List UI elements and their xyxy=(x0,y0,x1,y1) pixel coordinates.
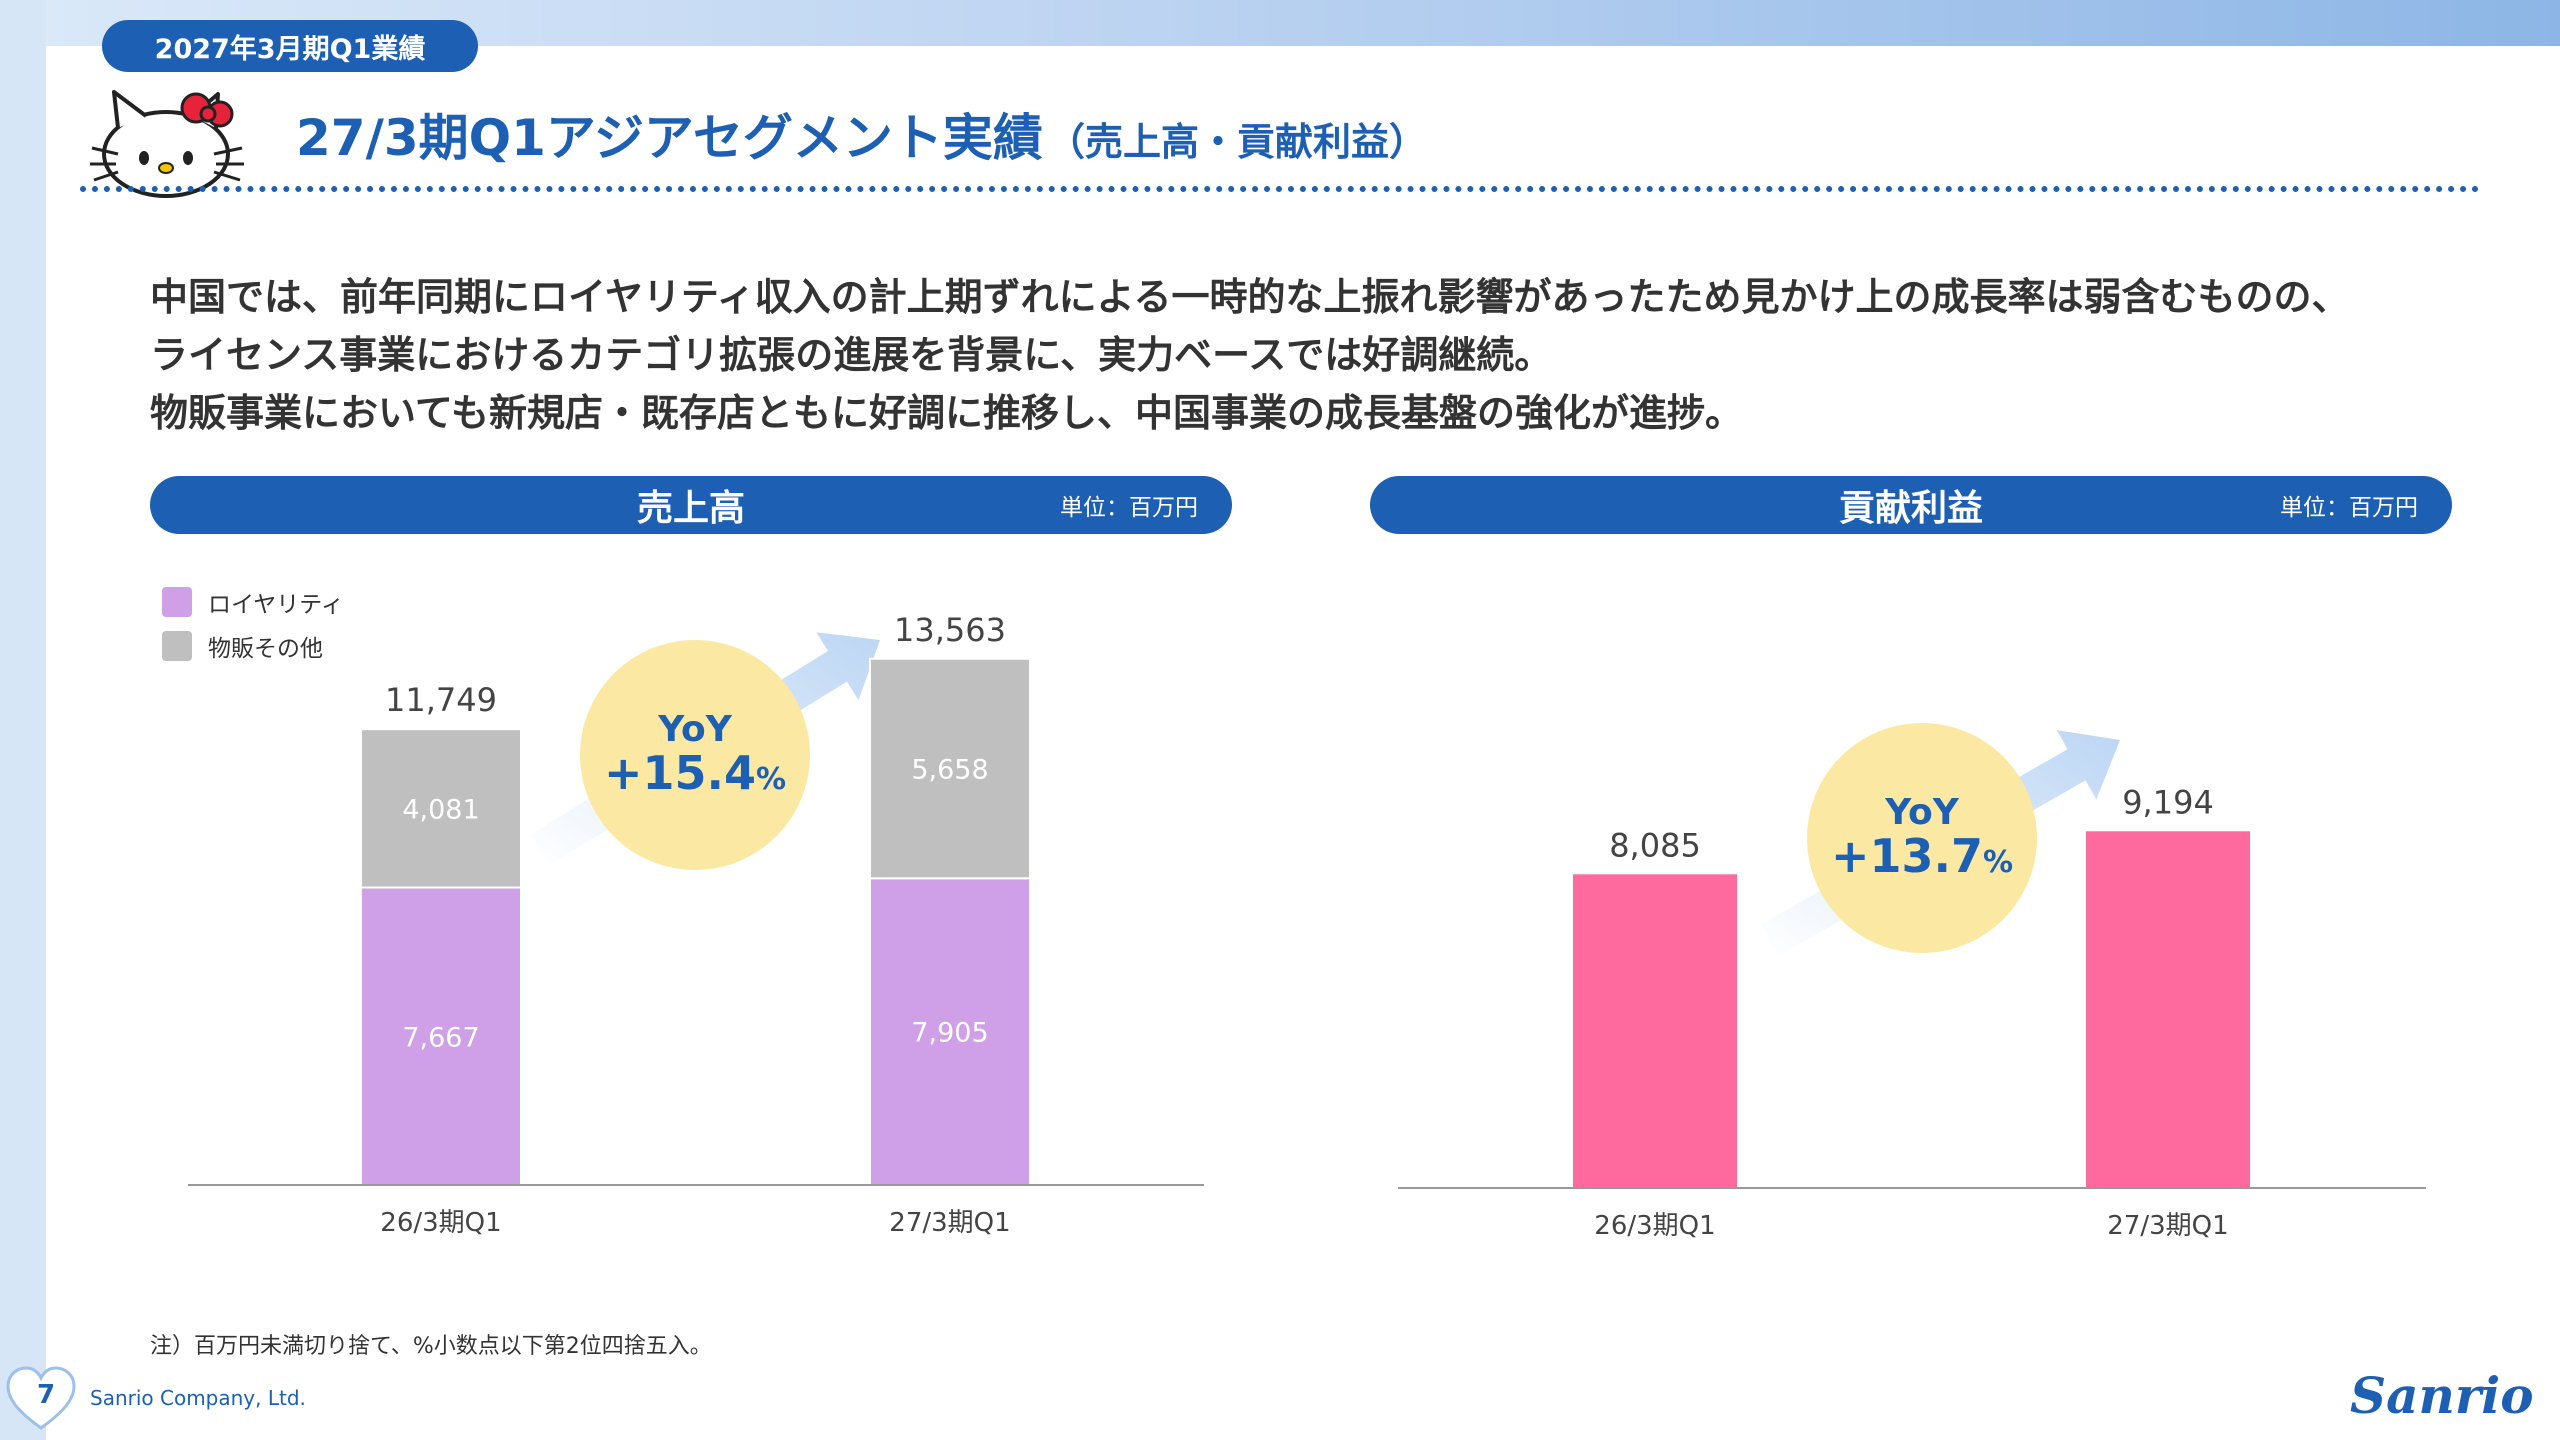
sales-legend: ロイヤリティ 物販その他 xyxy=(162,580,344,668)
legend-item-royalty: ロイヤリティ xyxy=(162,580,344,624)
sales-panel-unit: 単位：百万円 xyxy=(1060,495,1198,521)
summary-line: ライセンス事業におけるカテゴリ拡張の進展を背景に、実力ベースでは好調継続。 xyxy=(150,333,1553,377)
section-tab: 2027年3月期Q1業績 xyxy=(102,20,478,72)
profit-chart: 8,085 26/3期Q1 9,194 27/3期Q1 YoY+13.7% xyxy=(1398,723,2426,1241)
yoy-label: YoY xyxy=(1884,792,1959,833)
summary-line: 中国では、前年同期にロイヤリティ収入の計上期ずれによる一時的な上振れ影響があった… xyxy=(150,275,2350,319)
x-tick-label: 27/3期Q1 xyxy=(2107,1211,2228,1241)
yoy-badge xyxy=(580,640,810,870)
legend-swatch-merch xyxy=(162,631,192,661)
x-tick-label: 27/3期Q1 xyxy=(889,1208,1010,1238)
bar-value-label: 8,085 xyxy=(1609,826,1701,864)
yoy-badge xyxy=(1807,723,2037,953)
hello-kitty-icon xyxy=(90,90,244,198)
legend-label: ロイヤリティ xyxy=(208,592,344,618)
legend-swatch-royalty xyxy=(162,587,192,617)
summary-line: 物販事業においても新規店・既存店ともに好調に推移し、中国事業の成長基盤の強化が進… xyxy=(150,391,1743,435)
segment-value-label: 5,658 xyxy=(911,755,988,786)
profit-panel-header: 貢献利益 単位：百万円 xyxy=(1370,476,2452,534)
page-title-main: 27/3期Q1アジアセグメント実績 xyxy=(296,109,1043,167)
yoy-label: YoY xyxy=(657,709,732,750)
sanrio-logo: Sanrio xyxy=(2350,1366,2534,1425)
sales-panel-title: 売上高 xyxy=(636,488,745,529)
left-decorative-band xyxy=(0,0,46,1440)
footnote: 注）百万円未満切り捨て、%小数点以下第2位四捨五入。 xyxy=(150,1334,712,1359)
x-tick-label: 26/3期Q1 xyxy=(1594,1211,1715,1241)
summary-text: 中国では、前年同期にロイヤリティ収入の計上期ずれによる一時的な上振れ影響があった… xyxy=(150,268,2490,442)
yoy-value: +13.7% xyxy=(1831,829,2013,883)
segment-value-label: 4,081 xyxy=(402,794,479,825)
bar-segment xyxy=(869,877,1031,1186)
segment-value-label: 7,905 xyxy=(911,1018,988,1049)
x-tick-label: 26/3期Q1 xyxy=(380,1208,501,1238)
bar-segment xyxy=(360,728,522,889)
company-name: Sanrio Company, Ltd. xyxy=(90,1386,306,1410)
bar-value-label: 9,194 xyxy=(2122,783,2214,821)
legend-item-merch: 物販その他 xyxy=(162,624,344,668)
legend-label: 物販その他 xyxy=(208,636,323,662)
yoy-value: +15.4% xyxy=(604,746,786,800)
sales-chart: 7,667 4,081 11,749 26/3期Q1 7,905 5,658 13,563 2… xyxy=(188,611,1204,1238)
bar xyxy=(1573,874,1737,1188)
segment-value-label: 7,667 xyxy=(402,1022,479,1053)
page-title: 27/3期Q1アジアセグメント実績 （売上高・貢献利益） xyxy=(296,98,1427,174)
profit-panel-title: 貢献利益 xyxy=(1838,488,1983,529)
page-title-sub: （売上高・貢献利益） xyxy=(1046,120,1427,164)
bar-segment xyxy=(869,657,1031,880)
sales-panel-header: 売上高 単位：百万円 xyxy=(150,476,1232,534)
page-number: 7 xyxy=(36,1380,56,1410)
heart-icon xyxy=(6,1366,76,1430)
profit-panel-unit: 単位：百万円 xyxy=(2280,495,2418,521)
bar xyxy=(2086,831,2250,1188)
title-divider xyxy=(80,186,2480,192)
total-value-label: 11,749 xyxy=(385,681,497,719)
total-value-label: 13,563 xyxy=(894,611,1006,649)
bar-segment xyxy=(360,886,522,1186)
